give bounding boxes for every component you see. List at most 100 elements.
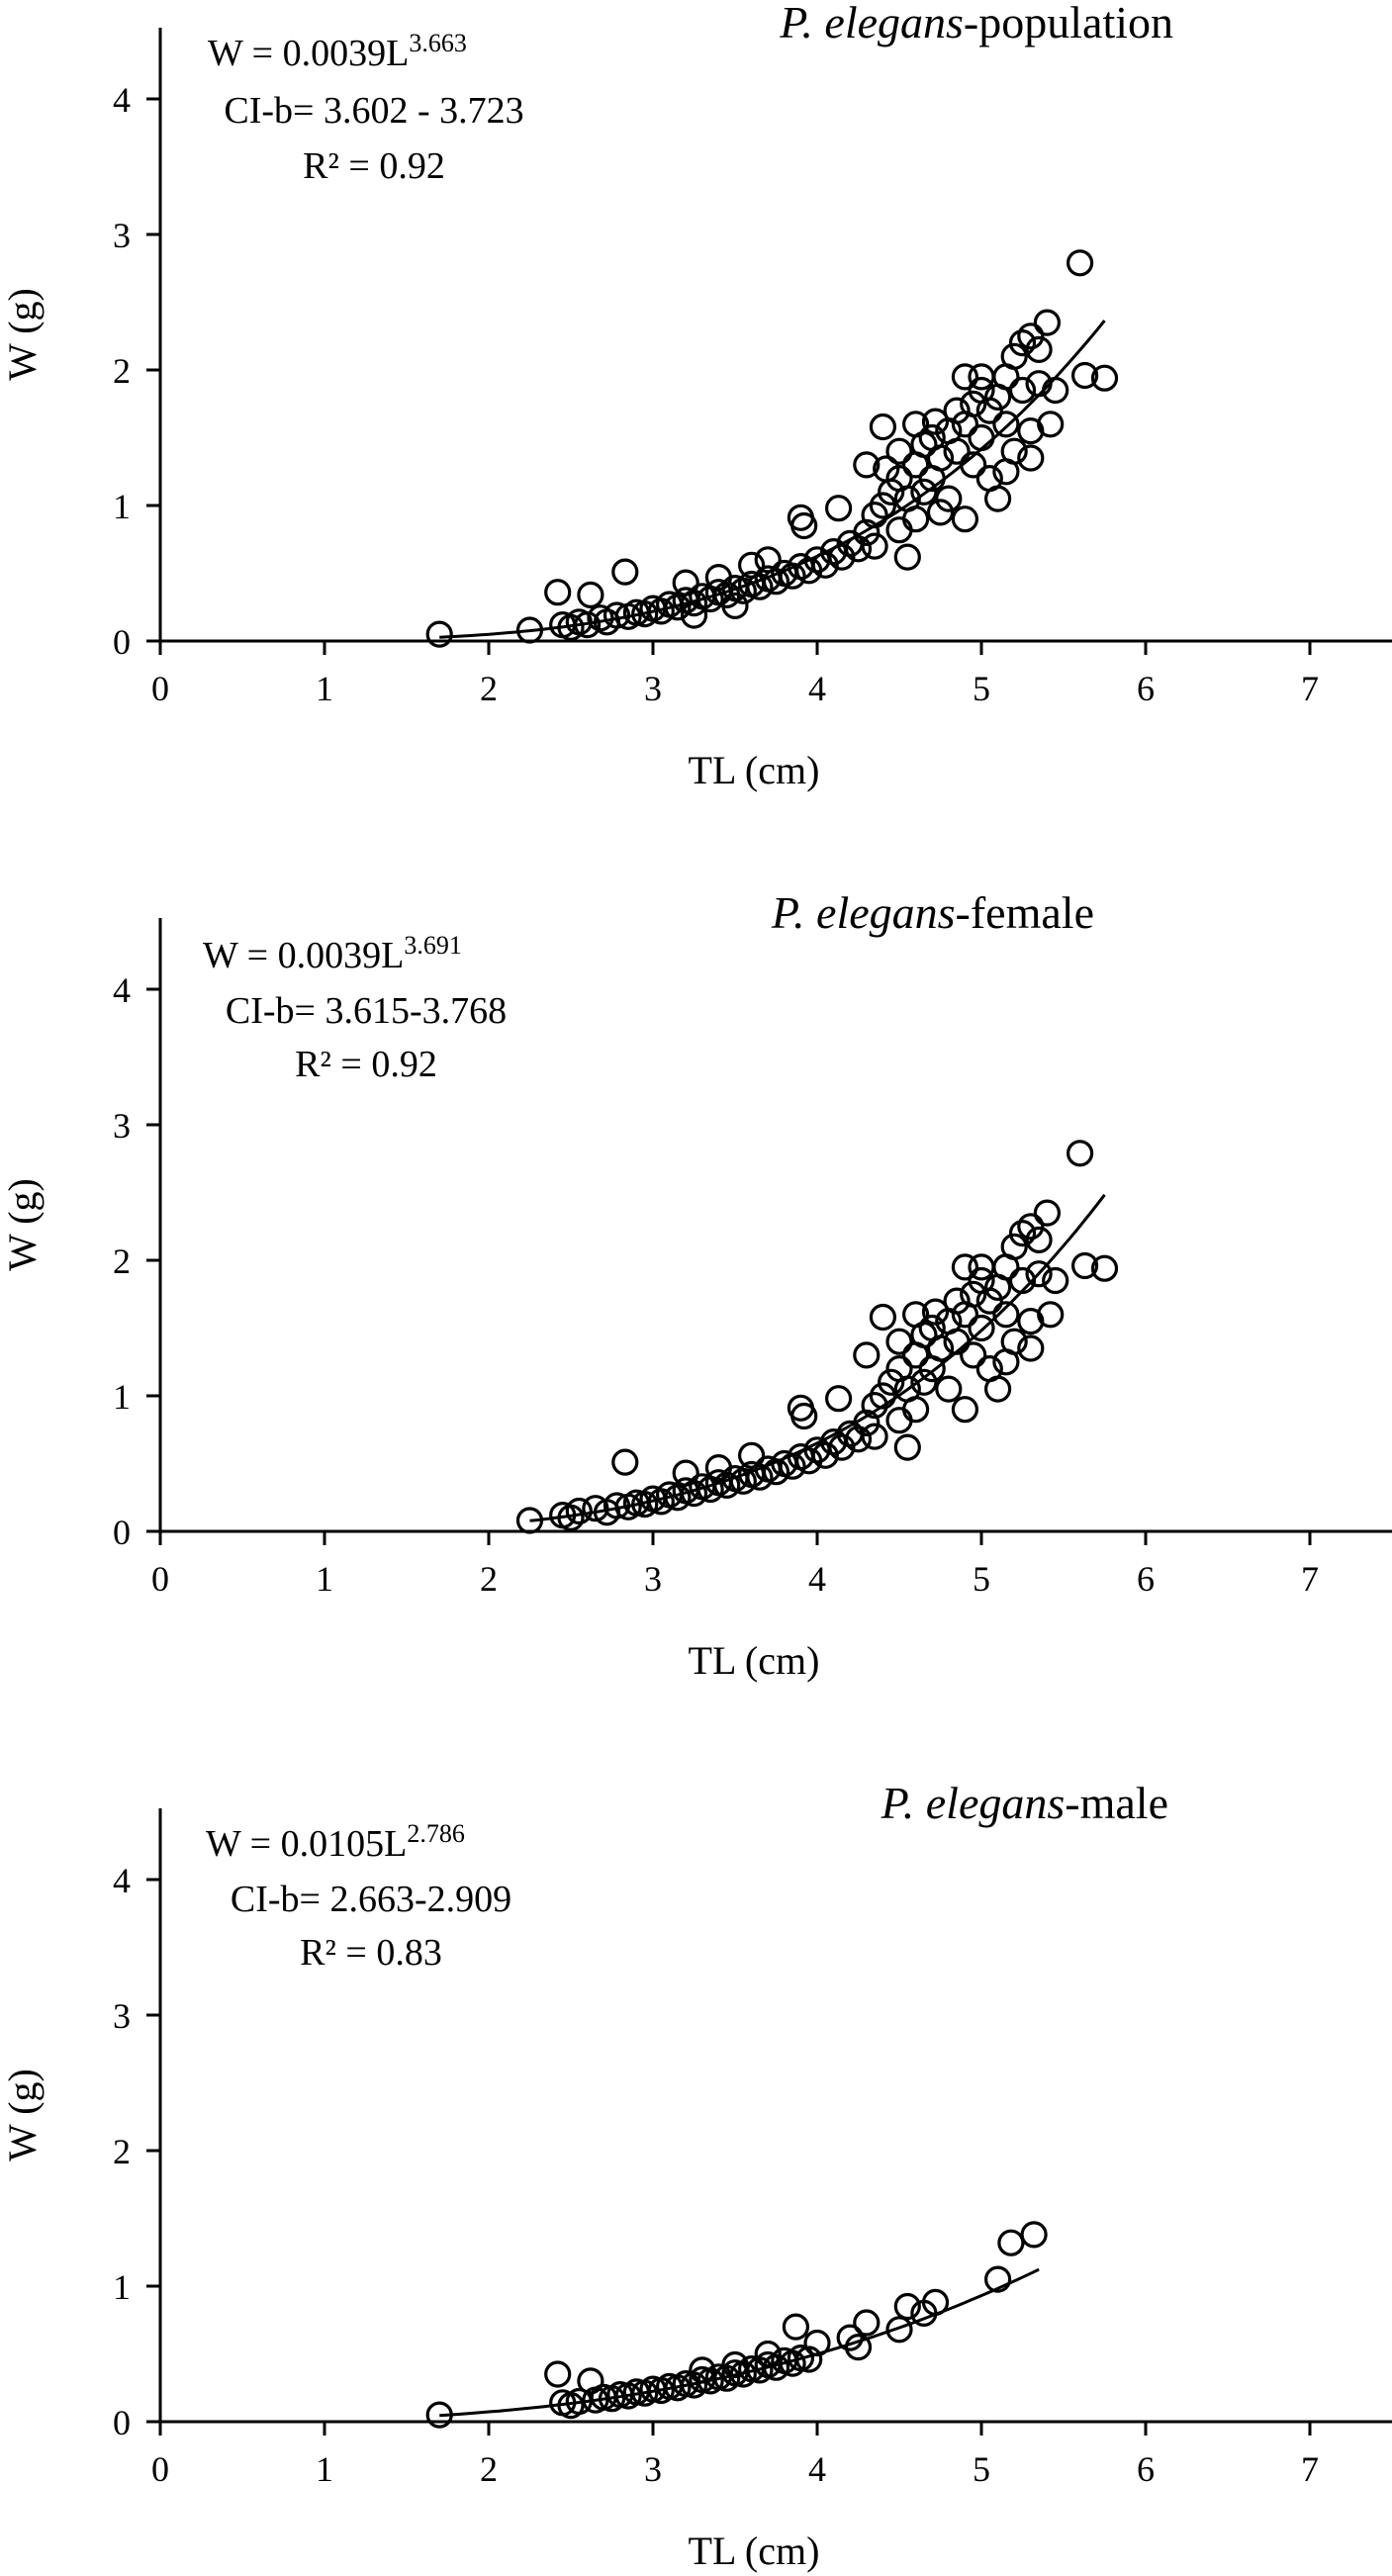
data-point [901, 411, 930, 438]
data-point [1042, 1266, 1069, 1295]
title-species: P. elegans [779, 0, 964, 47]
data-point [762, 1458, 790, 1486]
data-point [893, 1433, 921, 1461]
x-tick-label: 0 [151, 1559, 169, 1599]
ci-text: CI-b= 3.615-3.768 [226, 990, 507, 1032]
y-tick-label: 2 [113, 2132, 131, 2171]
data-point [901, 506, 930, 533]
data-point [779, 562, 806, 590]
y-tick-label: 0 [113, 1513, 131, 1552]
data-point [721, 592, 749, 620]
x-tick-label: 2 [480, 669, 498, 708]
data-point [968, 1314, 995, 1342]
data-point [704, 563, 733, 592]
data-point [853, 2309, 881, 2337]
data-point [1017, 1213, 1045, 1241]
data-point [573, 610, 602, 639]
x-tick-label: 3 [644, 1559, 662, 1599]
data-point [824, 495, 853, 522]
x-tick-label: 1 [316, 2449, 333, 2489]
data-point [869, 413, 897, 441]
ci-text: CI-b= 2.663-2.909 [231, 1879, 511, 1920]
data-point [844, 2333, 873, 2361]
data-point [951, 506, 979, 533]
data-point [1033, 309, 1062, 336]
data-point [1025, 335, 1053, 363]
data-point [1008, 329, 1037, 357]
data-point [935, 485, 963, 512]
x-tick-label: 4 [808, 2449, 826, 2489]
data-point [577, 581, 604, 609]
y-tick-label: 4 [113, 970, 131, 1010]
data-point [795, 2346, 823, 2373]
x-tick-label: 3 [644, 2449, 662, 2489]
data-point [983, 2265, 1012, 2293]
data-point [921, 2288, 950, 2317]
data-point [885, 437, 913, 465]
data-point [992, 1301, 1020, 1329]
data-point [664, 1484, 692, 1512]
data-point [425, 620, 453, 648]
y-tick-label: 4 [113, 1861, 131, 1900]
data-point [647, 598, 675, 625]
data-point [811, 551, 839, 579]
data-point [803, 2329, 831, 2357]
x-tick-label: 1 [316, 1559, 333, 1599]
equation-base: W = 0.0039L [203, 935, 404, 976]
data-point [992, 1348, 1020, 1376]
axis-ticks: 0 1 2 3 4 5 6 7 0 1 2 3 4 [113, 80, 1319, 708]
data-point [926, 499, 955, 526]
data-points-group [425, 2221, 1048, 2429]
x-tick-label: 4 [808, 1559, 826, 1599]
x-tick-label: 7 [1301, 2449, 1319, 2489]
data-point [983, 1375, 1012, 1403]
equation-exponent: 2.786 [407, 1819, 465, 1848]
data-point [1008, 1220, 1037, 1247]
data-point [960, 1341, 987, 1369]
x-axis-title: TL (cm) [689, 1638, 820, 1683]
data-point [861, 532, 888, 560]
data-point [869, 492, 897, 519]
x-tick-label: 4 [808, 669, 826, 708]
y-tick-label: 0 [113, 2403, 131, 2442]
data-point [1025, 1260, 1053, 1288]
fit-equation: W = 0.0039L3.663 [208, 29, 467, 74]
data-point [824, 1385, 853, 1413]
data-point [853, 1409, 881, 1437]
x-tick-label: 0 [151, 669, 169, 708]
data-point [611, 1448, 639, 1476]
data-point [1025, 370, 1053, 398]
data-point [729, 1467, 757, 1495]
data-point [790, 1402, 818, 1430]
data-point [754, 546, 782, 574]
data-point [951, 1253, 979, 1281]
data-point [960, 451, 987, 479]
x-tick-label: 5 [973, 1559, 990, 1599]
data-point [975, 1287, 1003, 1315]
data-point [943, 437, 971, 465]
data-point [425, 2401, 453, 2429]
title-suffix: -female [956, 887, 1094, 938]
y-tick-label: 1 [113, 1377, 131, 1417]
data-point [951, 363, 979, 391]
data-point [1025, 1226, 1053, 1253]
data-point [603, 601, 631, 629]
axis-ticks: 0 1 2 3 4 5 6 7 0 1 2 3 4 [113, 1861, 1319, 2489]
y-tick-label: 0 [113, 622, 131, 662]
data-point [901, 1396, 930, 1424]
data-point [704, 1453, 733, 1482]
data-point [943, 1328, 971, 1355]
data-point [935, 1375, 963, 1403]
title-species: P. elegans [881, 1778, 1066, 1828]
data-point [1066, 249, 1094, 277]
data-point [544, 2360, 572, 2388]
y-tick-label: 2 [113, 1242, 131, 1281]
y-tick-label: 4 [113, 80, 131, 120]
data-point [828, 1433, 856, 1461]
data-point [577, 2367, 604, 2395]
data-point [853, 1341, 881, 1369]
data-point [544, 579, 572, 606]
data-point [1017, 1334, 1045, 1362]
equation-exponent: 3.663 [409, 29, 467, 57]
data-point [873, 455, 900, 483]
